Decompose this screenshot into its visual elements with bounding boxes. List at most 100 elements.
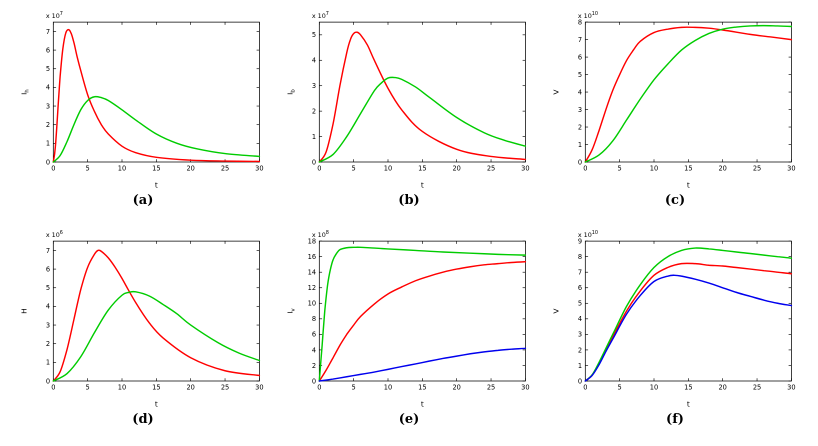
- y-tick-label: 7: [578, 36, 582, 44]
- chart-f: 0 5 10 15 20 25 30 0 1 2 3 4 5 6 7 8 9x 1010 t V: [552, 230, 796, 409]
- y-axis-label: H: [20, 308, 29, 314]
- red-curve: [584, 26, 793, 163]
- chart-c: 0 5 10 15 20 25 30 0 1 2 3 4 5 6 7 8x 1010 t V: [552, 11, 796, 190]
- x-tick-label: 0: [583, 165, 587, 173]
- y-axis-label: Ib: [286, 89, 297, 95]
- y-tick-label: 4: [46, 303, 50, 311]
- y-tick-label: 7: [578, 269, 582, 277]
- x-tick-label: 5: [618, 165, 622, 173]
- y-tick-label: 0: [578, 158, 582, 166]
- x-axis-label: t: [687, 400, 690, 409]
- x-tick-label: 10: [384, 165, 392, 173]
- x-tick-label: 10: [118, 165, 126, 173]
- green-curve: [318, 76, 527, 163]
- y-tick-label: 0: [312, 377, 316, 385]
- y-tick-label: 5: [46, 65, 50, 73]
- y-tick-label: 8: [312, 315, 316, 323]
- x-tick-label: 30: [521, 384, 529, 392]
- x-tick-label: 30: [787, 384, 795, 392]
- axes-box: [584, 240, 792, 382]
- x-tick-label: 5: [86, 384, 90, 392]
- y-tick-label: 1: [578, 141, 582, 149]
- y-axis-label: V: [552, 308, 561, 314]
- x-axis-label: t: [155, 400, 158, 409]
- x-tick-label: 25: [487, 165, 495, 173]
- green-curve: [318, 246, 527, 382]
- subplot-f: 0 5 10 15 20 25 30 0 1 2 3 4 5 6 7 8 9 x 1010 t V (f): [542, 225, 808, 444]
- axis-scale-label: x 106: [46, 230, 63, 239]
- x-tick-label: 10: [650, 165, 658, 173]
- y-tick-label: 6: [312, 331, 316, 339]
- x-tick-label: 5: [86, 165, 90, 173]
- y-tick-label: 10: [308, 300, 316, 308]
- x-tick-label: 25: [487, 384, 495, 392]
- y-tick-label: 0: [46, 158, 50, 166]
- x-tick-label: 10: [118, 384, 126, 392]
- y-tick-label: 4: [46, 84, 50, 92]
- x-tick-label: 5: [352, 165, 356, 173]
- y-tick-label: 2: [312, 107, 316, 115]
- y-tick-label: 3: [312, 82, 316, 90]
- x-tick-label: 20: [186, 384, 194, 392]
- y-tick-label: 4: [312, 57, 316, 65]
- x-axis-label: t: [421, 400, 424, 409]
- x-tick-label: 10: [650, 384, 658, 392]
- red-curve: [52, 249, 261, 382]
- x-tick-label: 10: [384, 384, 392, 392]
- blue-curve: [584, 274, 793, 382]
- subplot-d: 0 5 10 15 20 25 30 0 1 2 3 4 5 6 7 x 106 t H (d): [10, 225, 276, 444]
- axes-box: [52, 240, 260, 382]
- y-tick-label: 3: [578, 331, 582, 339]
- green-curve: [584, 24, 793, 163]
- x-tick-label: 15: [418, 165, 426, 173]
- x-tick-label: 0: [317, 165, 321, 173]
- x-tick-label: 30: [255, 165, 263, 173]
- y-tick-label: 2: [46, 340, 50, 348]
- x-tick-label: 25: [753, 384, 761, 392]
- y-tick-label: 3: [578, 106, 582, 114]
- y-tick-label: 2: [312, 362, 316, 370]
- y-tick-label: 0: [578, 377, 582, 385]
- y-axis-label: Iv: [286, 308, 297, 314]
- y-tick-label: 1: [46, 140, 50, 148]
- red-curve: [318, 31, 527, 163]
- x-tick-label: 25: [221, 165, 229, 173]
- axis-scale-label: x 108: [312, 230, 329, 239]
- y-tick-label: 6: [578, 53, 582, 61]
- subplot-b: 0 5 10 15 20 25 30 0 1 2 3 4 5 x 107 t Ib (b): [276, 6, 542, 225]
- y-tick-label: 5: [578, 71, 582, 79]
- y-tick-label: 12: [308, 284, 316, 292]
- green-curve: [52, 290, 261, 382]
- caption-d: (d): [132, 412, 154, 427]
- x-tick-label: 30: [787, 165, 795, 173]
- subplot-a: 0 5 10 15 20 25 30 0 1 2 3 4 5 6 7 x 107 t Ih (a): [10, 6, 276, 225]
- x-tick-label: 15: [684, 165, 692, 173]
- green-curve: [584, 247, 793, 382]
- x-tick-label: 0: [583, 384, 587, 392]
- y-tick-label: 16: [308, 253, 316, 261]
- y-tick-label: 6: [46, 265, 50, 273]
- y-tick-label: 5: [578, 300, 582, 308]
- caption-a: (a): [132, 193, 154, 208]
- y-tick-label: 1: [578, 362, 582, 370]
- y-tick-label: 4: [578, 315, 582, 323]
- y-tick-label: 6: [46, 46, 50, 54]
- y-tick-label: 4: [578, 88, 582, 96]
- y-tick-label: 7: [46, 28, 50, 36]
- axes-box: [584, 21, 792, 163]
- x-tick-label: 25: [221, 384, 229, 392]
- caption-b: (b): [398, 193, 420, 208]
- x-tick-label: 15: [152, 384, 160, 392]
- x-tick-label: 15: [418, 384, 426, 392]
- caption-c: (c): [664, 193, 686, 208]
- y-tick-label: 0: [312, 158, 316, 166]
- x-tick-label: 30: [521, 165, 529, 173]
- y-tick-label: 5: [46, 284, 50, 292]
- x-tick-label: 15: [152, 165, 160, 173]
- x-tick-label: 30: [255, 384, 263, 392]
- y-tick-label: 1: [312, 133, 316, 141]
- x-tick-label: 20: [718, 165, 726, 173]
- y-tick-label: 7: [46, 247, 50, 255]
- y-tick-label: 6: [578, 284, 582, 292]
